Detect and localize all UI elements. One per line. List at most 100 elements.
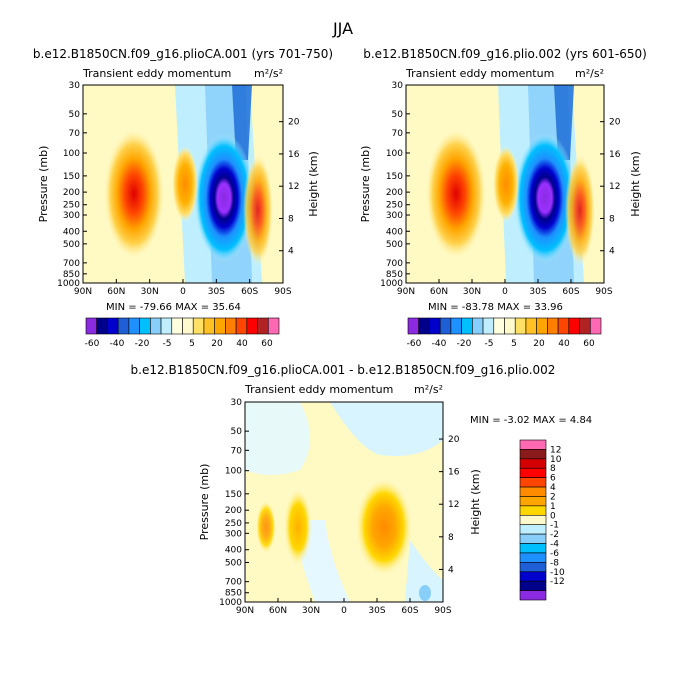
colorbar-label: -12 [550,577,565,587]
y2-tick-label: 8 [448,533,454,543]
x-tick-label: 0 [180,287,186,297]
colorbar-swatch [504,317,516,335]
y-tick-label: 850 [63,270,80,280]
colorbar-swatch [519,524,547,535]
colorbar-label: -20 [457,339,472,349]
colorbar-label: 0 [550,511,556,521]
panel-3-x-ticks: 90N 60N 30N 0 30S 60S 90S [236,598,452,616]
panel-3-units: m²/s² [414,383,443,396]
colorbar-swatch [192,317,205,335]
x-tick-label: 60S [401,606,418,616]
y-tick-label: 50 [231,427,243,437]
colorbar-swatch [514,317,527,335]
panel-1-pos-sh [243,155,273,265]
colorbar-swatch [519,552,547,563]
panel-2-ylabel: Pressure (mb) [359,146,372,223]
y-tick-label: 300 [63,211,80,221]
x-tick-label: 90N [236,606,254,616]
y-tick-label: 30 [69,81,81,91]
colorbar-swatch [519,514,547,526]
colorbar-swatch [171,317,183,335]
y-tick-label: 250 [225,519,242,529]
x-tick-label: 60N [107,287,125,297]
colorbar-label: -60 [85,339,100,349]
colorbar-swatch [579,317,591,335]
x-tick-label: 90N [397,287,415,297]
x-tick-label: 90S [434,606,451,616]
panel-3-ylabel: Pressure (mb) [198,464,211,541]
y-tick-label: 400 [63,227,80,237]
colorbar-swatch [160,317,173,335]
colorbar-swatch [439,317,452,335]
y2-tick-label: 16 [609,150,621,160]
colorbar-swatch [214,317,226,335]
colorbar-swatch [267,317,280,335]
colorbar-swatch [246,317,258,335]
colorbar-label: -20 [135,339,150,349]
y-tick-label: 30 [392,81,404,91]
y-tick-label: 70 [69,129,81,139]
y-tick-label: 150 [63,172,80,182]
panel-1-x-ticks: 90N 60N 30N 0 30S 60S 90S [74,279,292,297]
y2-tick-label: 16 [448,468,460,478]
colorbar-swatch [589,317,602,335]
y-tick-label: 700 [386,259,403,269]
x-tick-label: 30S [529,287,546,297]
colorbar-swatch [235,317,248,335]
y-tick-label: 850 [225,589,242,599]
x-tick-label: 30N [302,606,320,616]
colorbar-swatch [519,580,547,591]
colorbar-label: 20 [211,339,223,349]
colorbar-label: -40 [432,339,447,349]
colorbar-swatch [519,571,547,582]
colorbar-swatch [203,317,215,335]
colorbar-swatch [519,590,547,601]
colorbar-swatch [493,317,505,335]
y-tick-label: 100 [63,149,80,159]
colorbar-label: 1 [550,502,556,512]
y-tick-label: 70 [231,446,243,456]
x-tick-label: 30N [463,287,481,297]
colorbar-swatch [519,543,547,554]
colorbar-swatch [519,505,547,516]
colorbar-label: -8 [550,558,559,568]
y-tick-label: 500 [63,240,80,250]
colorbar-label: -60 [407,339,422,349]
panel-2-stats: MIN = -83.78 MAX = 33.96 [428,302,563,313]
panel-3: b.e12.B1850CN.f09_g16.plioCA.001 - b.e12… [131,363,593,616]
colorbar-swatch [519,477,547,488]
colorbar-swatch [450,317,462,335]
colorbar-label: 6 [550,474,556,484]
y-tick-label: 50 [392,110,404,120]
panel-1-field [83,85,283,283]
panel-2-y2-ticks: 4 8 12 16 20 [600,118,621,257]
colorbar-swatch [519,533,547,544]
y-tick-label: 70 [392,129,404,139]
x-tick-label: 30N [141,287,159,297]
y2-tick-label: 4 [609,247,615,257]
panel-1-stats: MIN = -79.66 MAX = 35.64 [106,302,241,313]
y-tick-label: 100 [386,149,403,159]
panel-2: b.e12.B1850CN.f09_g16.plio.002 (yrs 601-… [359,47,647,313]
y2-tick-label: 12 [448,500,459,510]
colorbar-label: 5 [511,339,517,349]
colorbar-swatch [547,317,559,335]
y-tick-label: 300 [225,529,242,539]
colorbar-swatch [472,317,484,335]
y2-tick-label: 20 [609,118,621,128]
colorbar-label: 2 [550,492,556,502]
y-tick-label: 300 [386,211,403,221]
x-tick-label: 30S [368,606,385,616]
colorbar-swatch [85,317,98,335]
colorbar-label: -2 [550,530,559,540]
x-tick-label: 90N [74,287,92,297]
colorbar-label: 4 [550,483,556,493]
y-tick-label: 700 [63,259,80,269]
colorbar-swatch [182,317,194,335]
colorbar-swatch [429,317,441,335]
panel-3-stats: MIN = -3.02 MAX = 4.84 [470,415,592,426]
panel-1-pos-eq [172,146,198,222]
panel-2-title: b.e12.B1850CN.f09_g16.plio.002 (yrs 601-… [363,47,647,61]
y2-tick-label: 4 [288,247,294,257]
